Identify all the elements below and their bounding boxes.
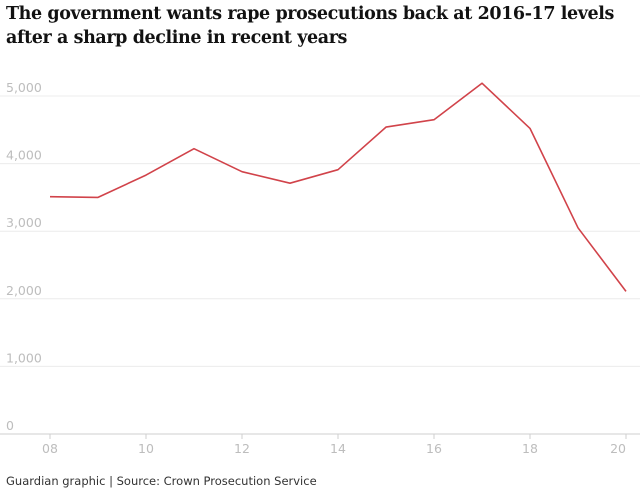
x-tick-label: 12: [234, 441, 250, 456]
x-tick-label: 18: [522, 441, 538, 456]
y-tick-label: 3,000: [6, 215, 42, 230]
y-tick-label: 0: [6, 418, 14, 433]
x-tick-label: 16: [426, 441, 442, 456]
chart-title: The government wants rape prosecutions b…: [6, 4, 614, 48]
y-tick-label: 4,000: [6, 148, 42, 163]
gridlines: [0, 95, 640, 435]
y-tick-label: 2,000: [6, 283, 42, 298]
y-tick-label: 5,000: [6, 80, 42, 95]
series-line: [49, 82, 627, 292]
source-caption: Guardian graphic | Source: Crown Prosecu…: [6, 474, 317, 488]
x-tick-label: 08: [42, 441, 58, 456]
x-tick-label: 14: [330, 441, 346, 456]
x-tick-label: 20: [610, 441, 626, 456]
series-group: [49, 82, 627, 292]
x-tick-label: 10: [138, 441, 154, 456]
y-tick-label: 1,000: [6, 350, 42, 365]
x-axis-ticks: 08 10 12 14 16 18 20: [42, 434, 627, 456]
y-axis-ticks: 0 1,000 2,000 3,000 4,000 5,000: [6, 80, 42, 433]
